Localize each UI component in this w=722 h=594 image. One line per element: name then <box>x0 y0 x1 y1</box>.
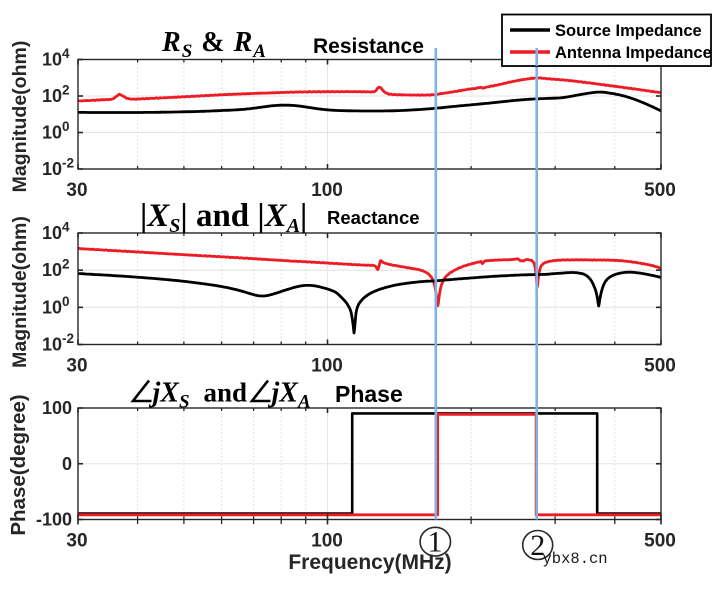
svg-text:10: 10 <box>42 123 62 143</box>
svg-text:Frequency(MHz): Frequency(MHz) <box>288 551 451 574</box>
svg-text:100: 100 <box>311 531 343 552</box>
svg-text:30: 30 <box>66 356 87 377</box>
svg-text:Magnitude(ohm): Magnitude(ohm) <box>9 216 31 368</box>
svg-text:RS & RA: RS & RA <box>161 27 267 62</box>
svg-text:0: 0 <box>62 119 70 134</box>
svg-text:10: 10 <box>42 260 62 280</box>
svg-text:100: 100 <box>42 398 72 418</box>
svg-text:Source Impedance: Source Impedance <box>555 22 702 40</box>
svg-text:1: 1 <box>428 526 443 559</box>
svg-text:0: 0 <box>62 454 72 474</box>
svg-text:30: 30 <box>66 531 87 552</box>
svg-text:jXS: jXS <box>149 378 190 413</box>
svg-text:|XS| and |XA|: |XS| and |XA| <box>140 198 307 237</box>
svg-text:Phase(degree): Phase(degree) <box>7 394 30 535</box>
svg-text:10: 10 <box>42 223 62 243</box>
svg-text:-2: -2 <box>62 156 74 171</box>
svg-text:Antenna Impedance: Antenna Impedance <box>555 44 712 62</box>
svg-text:-2: -2 <box>62 331 74 346</box>
svg-text:500: 500 <box>644 180 676 201</box>
svg-text:100: 100 <box>311 180 343 201</box>
svg-text:10: 10 <box>42 86 62 106</box>
svg-text:10: 10 <box>42 335 62 355</box>
svg-text:Magnitude(ohm): Magnitude(ohm) <box>9 41 31 193</box>
svg-text:10: 10 <box>42 297 62 317</box>
svg-text:2: 2 <box>62 83 70 98</box>
svg-text:10: 10 <box>42 50 62 70</box>
svg-text:ybx8.cn: ybx8.cn <box>543 550 608 568</box>
svg-text:Phase: Phase <box>335 381 403 407</box>
svg-text:-100: -100 <box>36 510 72 530</box>
svg-text:4: 4 <box>62 220 70 235</box>
svg-text:10: 10 <box>42 159 62 179</box>
svg-text:100: 100 <box>311 356 343 377</box>
svg-text:Resistance: Resistance <box>313 35 424 58</box>
svg-text:and: and <box>204 378 248 408</box>
svg-text:2: 2 <box>530 529 545 562</box>
svg-text:0: 0 <box>62 294 70 309</box>
svg-text:500: 500 <box>644 531 676 552</box>
svg-text:jXA: jXA <box>268 378 311 413</box>
svg-text:Reactance: Reactance <box>327 207 420 228</box>
svg-text:30: 30 <box>66 180 87 201</box>
svg-text:2: 2 <box>62 257 70 272</box>
svg-text:500: 500 <box>644 356 676 377</box>
svg-text:4: 4 <box>62 46 70 61</box>
